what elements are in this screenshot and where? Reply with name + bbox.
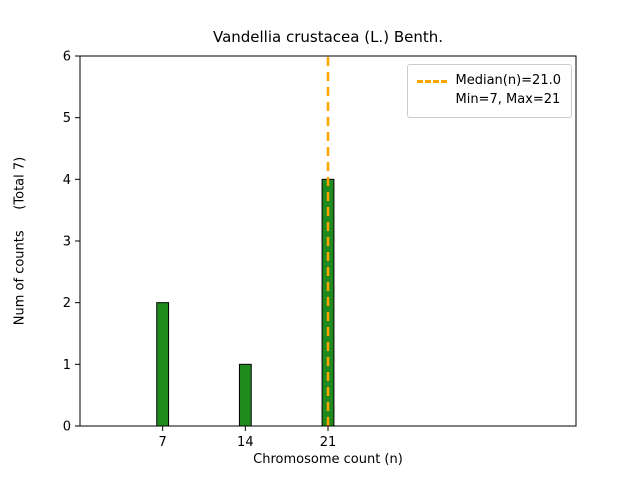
y-tick-label: 6 [63,50,71,65]
y-tick-label: 3 [63,235,71,250]
y-tick-label: 2 [63,296,71,311]
y-tick-label: 0 [63,420,71,435]
chart-title: Vandellia crustacea (L.) Benth. [212,28,444,46]
median-dashed-line-swatch [417,79,448,83]
legend-entry-median: Median(n)=21.0 [417,72,561,91]
x-tick-label: 21 [320,435,337,450]
legend: Median(n)=21.0 Min=7, Max=21 [407,64,572,118]
y-tick-label: 4 [63,173,71,188]
legend-entry-minmax: Min=7, Max=21 [417,91,561,110]
bar [238,363,252,427]
y-tick-label: 1 [63,358,71,373]
bar [156,302,170,427]
y-axis-label: Num of counts (Total 7) [12,156,28,326]
x-tick-label: 14 [237,435,254,450]
x-axis-label: Chromosome count (n) [253,452,403,467]
y-tick-label: 5 [63,111,71,126]
x-tick-label: 7 [159,435,167,450]
legend-swatch-empty [417,99,447,102]
legend-label-minmax: Min=7, Max=21 [455,91,561,107]
legend-label-median: Median(n)=21.0 [455,73,561,88]
